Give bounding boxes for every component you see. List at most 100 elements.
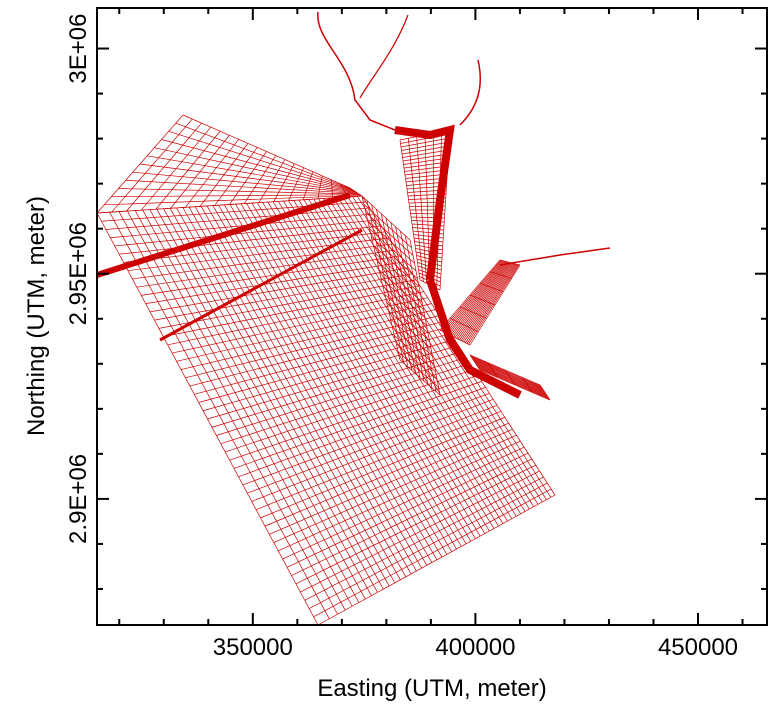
mesh-line <box>317 494 556 626</box>
mesh-line <box>125 179 359 194</box>
mesh-line <box>264 422 509 527</box>
mesh-line <box>182 114 351 189</box>
mesh-line <box>242 393 490 486</box>
mesh-line <box>469 294 496 306</box>
mesh-line <box>375 253 421 295</box>
mesh-line <box>403 157 449 165</box>
mesh-line <box>392 326 435 365</box>
mesh-line <box>378 269 424 311</box>
mesh-line <box>395 343 438 380</box>
mesh-line <box>136 249 397 288</box>
mesh-line <box>189 321 444 387</box>
y-tick-label: 3E+06 <box>65 13 92 83</box>
mesh-line <box>175 122 352 189</box>
mesh-line <box>110 213 374 239</box>
mesh-line <box>390 318 433 357</box>
mesh-line <box>238 387 486 478</box>
mesh-line <box>367 220 415 264</box>
mesh-line <box>154 273 413 321</box>
mesh-line <box>373 244 420 287</box>
mesh-line <box>119 225 382 255</box>
mesh-line <box>388 310 432 349</box>
mesh-line <box>499 259 521 266</box>
mesh-line <box>414 244 443 251</box>
mesh-line <box>158 279 417 329</box>
mesh-line <box>402 153 449 162</box>
mesh-line <box>376 261 423 303</box>
x-tick-label: 450000 <box>658 634 738 661</box>
mesh-line <box>159 228 363 342</box>
mesh-line <box>380 277 426 318</box>
mesh-line <box>180 309 436 370</box>
mesh-line <box>402 149 449 158</box>
mesh-line <box>504 369 516 386</box>
mesh-line <box>185 315 440 379</box>
mesh-line <box>141 255 401 296</box>
mesh-line <box>295 464 536 585</box>
mesh-line <box>96 192 351 278</box>
mesh-line <box>269 428 513 535</box>
mesh-line <box>233 381 482 469</box>
mesh-line <box>168 130 353 190</box>
mesh-line <box>469 354 481 371</box>
mesh-line <box>118 188 360 195</box>
mesh-line <box>172 297 428 354</box>
mesh-line <box>401 141 450 151</box>
mesh-line <box>167 291 424 346</box>
mesh-line <box>403 161 449 169</box>
x-tick-label: 400000 <box>435 634 515 661</box>
mesh-line <box>273 434 517 543</box>
mesh-line <box>415 251 443 259</box>
mesh-line <box>308 482 548 609</box>
mesh-line <box>132 171 358 194</box>
mesh-line <box>361 195 411 241</box>
mesh-line <box>479 283 504 292</box>
mesh-line <box>487 362 498 378</box>
mesh-line <box>149 267 409 313</box>
mesh-line <box>154 147 355 192</box>
mesh-line <box>386 302 430 342</box>
y-tick-label: 2.95E+06 <box>65 222 92 325</box>
mesh-line <box>371 236 418 280</box>
mesh-line <box>365 212 414 256</box>
mesh-line <box>96 195 363 214</box>
mesh-line <box>449 318 479 332</box>
x-tick-label: 350000 <box>213 634 293 661</box>
mesh-line <box>539 384 551 401</box>
river <box>359 14 409 99</box>
mesh-line <box>260 416 505 519</box>
mesh-line <box>399 359 441 396</box>
mesh-line <box>363 203 412 249</box>
mesh-line <box>286 452 529 568</box>
mesh <box>96 11 611 626</box>
river <box>499 247 611 266</box>
plot-frame <box>96 7 768 626</box>
mesh-line <box>127 237 390 272</box>
mesh-line <box>401 145 450 155</box>
river <box>426 278 522 399</box>
mesh-line <box>300 470 540 593</box>
mesh-line <box>145 261 405 304</box>
river <box>394 124 455 281</box>
mesh-line <box>105 207 370 230</box>
mesh-line <box>313 488 552 618</box>
mesh-line <box>247 398 494 494</box>
mesh-line <box>147 155 356 192</box>
mesh-line <box>229 375 478 461</box>
mesh-line <box>198 333 451 403</box>
mesh-line <box>291 458 532 576</box>
mesh-line <box>207 345 459 420</box>
mesh-line <box>415 248 443 255</box>
mesh-line <box>404 165 448 172</box>
mesh-line <box>255 410 502 510</box>
mesh-line <box>216 357 467 436</box>
mesh-line <box>278 440 521 552</box>
mesh-line <box>251 404 498 502</box>
mesh-line <box>132 243 393 280</box>
mesh-line <box>489 271 512 279</box>
mesh-line <box>163 285 420 337</box>
mesh-line <box>369 228 417 272</box>
mesh-line <box>304 476 544 601</box>
mesh-line <box>384 294 429 334</box>
